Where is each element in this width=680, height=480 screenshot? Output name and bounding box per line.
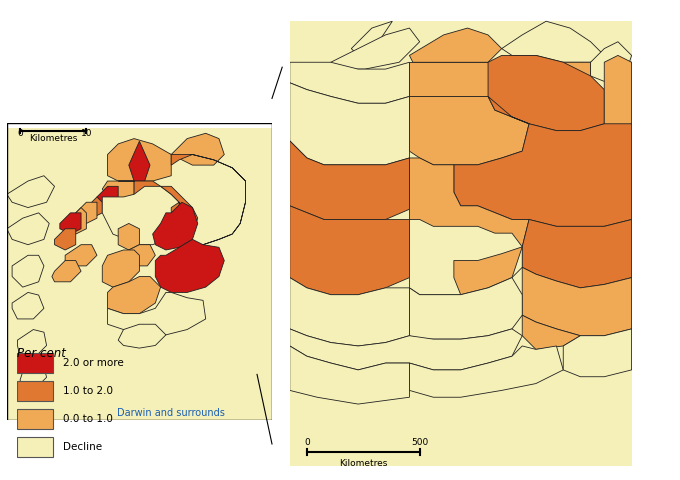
Polygon shape: [409, 158, 529, 261]
Text: 2.0 or more: 2.0 or more: [63, 358, 124, 368]
Polygon shape: [409, 277, 522, 339]
Polygon shape: [290, 277, 409, 346]
Text: Decline: Decline: [63, 443, 102, 452]
Text: Per cent: Per cent: [17, 347, 66, 360]
Polygon shape: [502, 21, 605, 62]
Polygon shape: [330, 28, 420, 69]
Polygon shape: [155, 240, 224, 292]
Polygon shape: [153, 202, 198, 250]
Polygon shape: [454, 247, 522, 295]
Text: Kilometres: Kilometres: [339, 458, 388, 468]
Text: 0: 0: [304, 438, 310, 447]
Polygon shape: [290, 83, 409, 165]
Polygon shape: [522, 315, 580, 349]
Polygon shape: [129, 141, 150, 181]
Polygon shape: [7, 213, 49, 245]
Polygon shape: [409, 219, 522, 295]
Polygon shape: [488, 55, 605, 131]
Polygon shape: [409, 96, 529, 165]
Polygon shape: [522, 267, 632, 336]
Polygon shape: [54, 229, 75, 250]
Polygon shape: [409, 346, 563, 397]
Polygon shape: [290, 21, 632, 466]
Polygon shape: [134, 149, 171, 170]
Polygon shape: [171, 133, 224, 165]
Polygon shape: [102, 186, 187, 245]
Polygon shape: [290, 346, 409, 404]
Text: 0: 0: [17, 129, 23, 138]
Polygon shape: [12, 255, 44, 287]
Polygon shape: [563, 329, 632, 377]
Polygon shape: [65, 207, 86, 234]
Polygon shape: [7, 128, 272, 420]
Polygon shape: [409, 28, 502, 62]
Bar: [7, 123, 272, 420]
Polygon shape: [454, 96, 632, 227]
Bar: [17, 353, 53, 373]
Polygon shape: [20, 364, 46, 388]
Polygon shape: [160, 155, 245, 245]
Bar: [17, 381, 53, 401]
Text: 500: 500: [411, 438, 428, 447]
Polygon shape: [75, 202, 97, 224]
Text: Kilometres: Kilometres: [29, 134, 78, 143]
Polygon shape: [18, 330, 46, 356]
Polygon shape: [107, 276, 160, 313]
Polygon shape: [118, 324, 166, 348]
Polygon shape: [107, 292, 206, 335]
Text: 10: 10: [81, 129, 92, 138]
Polygon shape: [522, 219, 632, 288]
Polygon shape: [591, 42, 632, 83]
Polygon shape: [81, 197, 102, 218]
Polygon shape: [129, 245, 155, 266]
Polygon shape: [60, 213, 81, 234]
Bar: [17, 437, 53, 457]
Polygon shape: [52, 261, 81, 282]
Polygon shape: [290, 62, 409, 103]
Text: Darwin and surrounds: Darwin and surrounds: [117, 408, 225, 418]
Polygon shape: [12, 292, 44, 319]
Polygon shape: [290, 141, 409, 219]
Polygon shape: [65, 245, 97, 266]
Polygon shape: [605, 55, 632, 131]
Text: 1.0 to 2.0: 1.0 to 2.0: [63, 386, 113, 396]
Polygon shape: [352, 21, 392, 55]
Polygon shape: [118, 181, 160, 207]
Text: 0.0 to 1.0: 0.0 to 1.0: [63, 414, 113, 424]
Polygon shape: [290, 206, 409, 295]
Bar: [17, 409, 53, 429]
Polygon shape: [7, 176, 54, 207]
Polygon shape: [102, 181, 134, 202]
Polygon shape: [409, 62, 488, 96]
Polygon shape: [97, 186, 118, 207]
Polygon shape: [118, 224, 139, 250]
Polygon shape: [290, 329, 522, 370]
Polygon shape: [102, 250, 139, 287]
Polygon shape: [556, 62, 591, 83]
Polygon shape: [107, 139, 171, 181]
